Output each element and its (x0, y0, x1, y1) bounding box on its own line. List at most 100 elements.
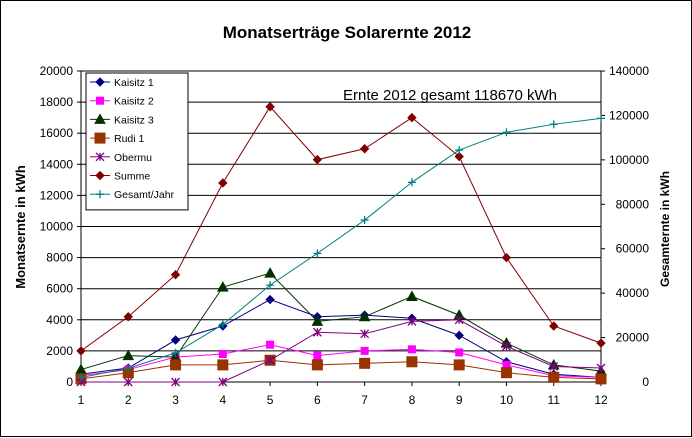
data-point (218, 350, 227, 359)
data-point (454, 315, 464, 325)
y2-tick-label: 120000 (609, 108, 649, 122)
x-tick-label: 5 (267, 393, 274, 407)
data-point (500, 367, 512, 379)
x-tick-label: 9 (456, 393, 463, 407)
series-4 (76, 315, 606, 387)
data-point (501, 341, 511, 351)
series-line (81, 319, 602, 383)
data-point (549, 361, 559, 371)
series-line (80, 272, 602, 372)
x-tick-label: 8 (409, 393, 416, 407)
data-point (360, 346, 369, 355)
legend-item: Kaisitz 2 (90, 96, 154, 108)
y2-tick-label: 20000 (616, 331, 650, 345)
legend-label: Kaisitz 1 (114, 77, 154, 89)
series-line (80, 344, 602, 378)
legend-label: Obermu (114, 152, 152, 164)
data-point (453, 359, 465, 371)
series-line (80, 105, 602, 352)
data-point (311, 359, 323, 371)
legend-item: Kaisitz 3 (90, 113, 154, 126)
data-point (312, 327, 322, 337)
data-point (171, 377, 181, 387)
y-tick-label: 0 (66, 375, 73, 389)
data-point (266, 281, 275, 290)
data-point (123, 377, 133, 387)
legend-item: Obermu (90, 152, 152, 164)
series-line (80, 359, 602, 380)
y-tick-label: 14000 (40, 157, 74, 171)
chart-title: Monatserträge Solarernte 2012 (223, 23, 472, 42)
data-point (264, 267, 276, 278)
data-point (406, 356, 418, 368)
y2-axis-label: Gesamternte in kWh (658, 171, 672, 287)
data-point (265, 102, 275, 112)
data-point (265, 294, 275, 305)
data-point (95, 152, 105, 162)
y-axis-label: Monatsernte in kWh (13, 165, 28, 289)
data-point (76, 346, 86, 356)
y-tick-label: 4000 (46, 313, 73, 327)
data-point (217, 359, 229, 371)
data-point (218, 178, 228, 188)
data-point (359, 144, 370, 154)
series-group (75, 102, 607, 387)
y2-tick-label: 140000 (609, 64, 649, 78)
data-point (596, 338, 606, 348)
data-point (501, 252, 512, 263)
y-tick-label: 8000 (46, 251, 73, 265)
series-line (80, 299, 602, 378)
y2-tick-label: 80000 (616, 197, 650, 211)
legend-label: Kaisitz 2 (114, 96, 154, 108)
x-tick-label: 7 (361, 393, 368, 407)
series-5 (76, 102, 606, 356)
legend-item: Kaisitz 1 (90, 77, 154, 89)
data-point (407, 178, 416, 187)
legend-item: Rudi 1 (90, 132, 145, 145)
data-point (266, 340, 275, 349)
data-point (218, 320, 227, 329)
data-point (170, 359, 182, 371)
data-point (454, 151, 464, 162)
data-point (170, 269, 181, 280)
data-point (549, 120, 558, 129)
legend-item: Gesamt/Jahr (90, 189, 175, 201)
legend: Kaisitz 1 Kaisitz 2 Kaisitz 3 Rudi 1 Obermu S… (85, 72, 189, 211)
data-point (358, 310, 371, 322)
data-point (218, 377, 228, 387)
data-point (77, 373, 85, 382)
data-point (311, 315, 324, 326)
data-point (123, 311, 133, 322)
y-tick-label: 6000 (46, 282, 73, 296)
data-point (597, 114, 605, 123)
data-point (502, 128, 511, 137)
data-point (455, 146, 464, 155)
series-6 (77, 114, 605, 382)
data-point (360, 329, 370, 339)
data-point (94, 132, 106, 144)
data-point (265, 355, 275, 365)
legend-label: Summe (114, 171, 150, 183)
y2-tick-label: 60000 (616, 242, 650, 256)
data-point (94, 113, 106, 124)
x-tick-label: 3 (172, 393, 179, 407)
data-point (359, 357, 371, 369)
x-tick-label: 12 (594, 393, 608, 407)
x-tick-label: 1 (78, 393, 85, 407)
data-point (95, 77, 105, 87)
data-point (360, 216, 369, 225)
legend-label: Gesamt/Jahr (114, 189, 175, 201)
y2-tick-label: 100000 (609, 153, 649, 167)
data-point (171, 348, 180, 357)
x-tick-label: 4 (219, 393, 226, 407)
data-point (407, 345, 416, 354)
y2-tick-label: 0 (642, 375, 649, 389)
x-tick-label: 6 (314, 393, 321, 407)
data-point (96, 190, 104, 199)
data-point (407, 316, 417, 326)
data-point (216, 281, 229, 292)
data-point (595, 373, 607, 385)
legend-item: Summe (90, 171, 150, 183)
